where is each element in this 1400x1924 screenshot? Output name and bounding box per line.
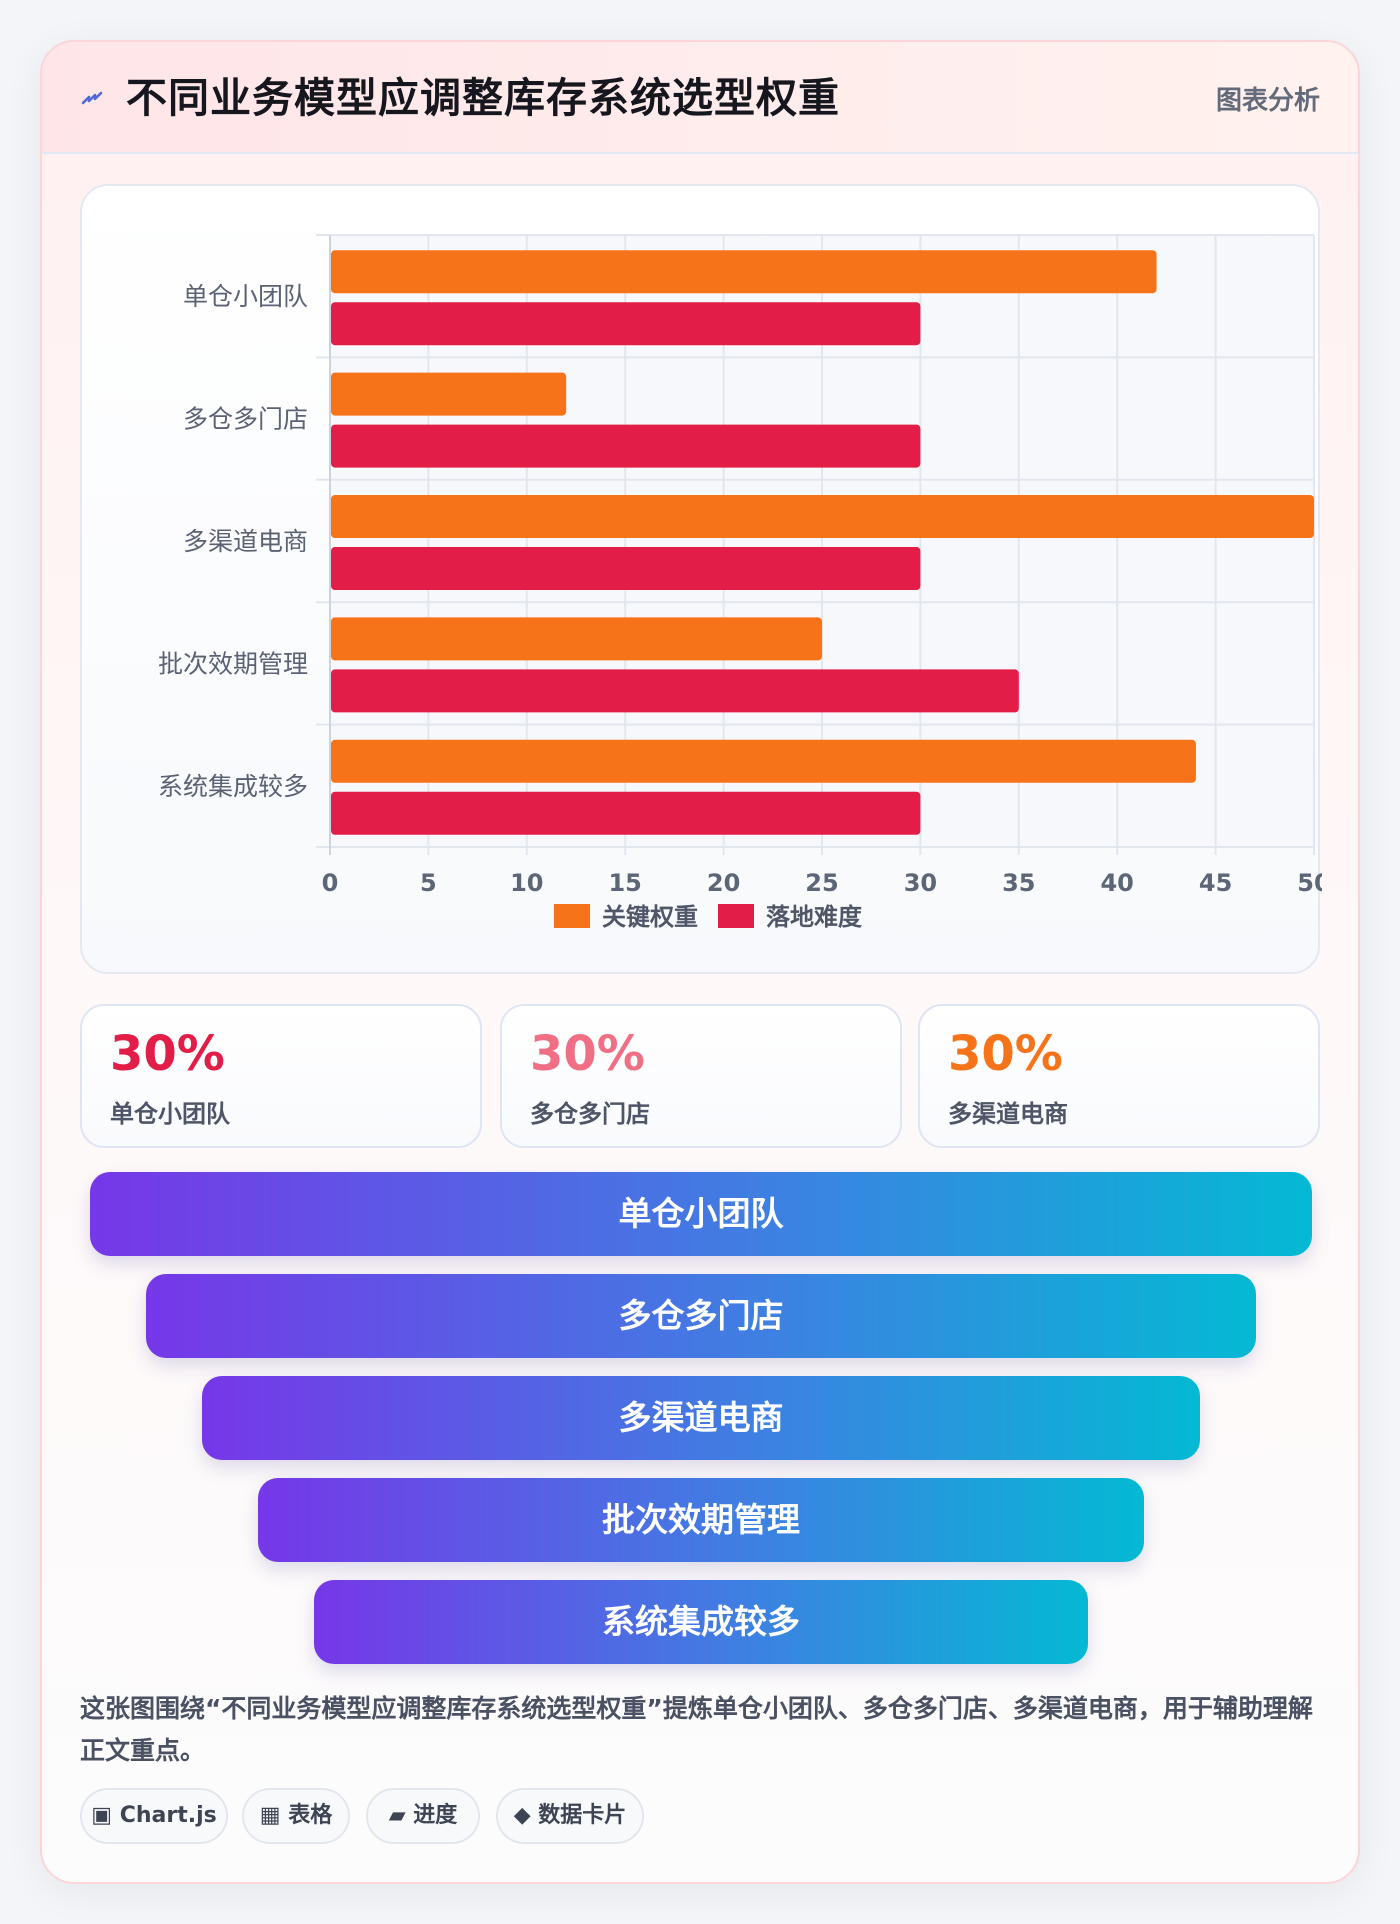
chart-icon: ▣: [91, 1803, 113, 1828]
infographic-card: 不同业务模型应调整库存系统选型权重 图表分析 0 5 10 15 20 25 30 35 40 4…: [40, 40, 1360, 1884]
funnel-step: 多渠道电商: [202, 1376, 1200, 1460]
chip-label: 表格: [288, 1803, 333, 1828]
chip-label: Chart.js: [119, 1803, 217, 1828]
page-title: 不同业务模型应调整库存系统选型权重: [126, 74, 840, 122]
bar: [331, 250, 1157, 294]
x-tick-label: 25: [805, 869, 838, 897]
legend-label: 关键权重: [602, 903, 698, 931]
chip-progress[interactable]: ▰ 进度: [366, 1788, 480, 1844]
lightning-icon: [81, 91, 103, 105]
card-header: 不同业务模型应调整库存系统选型权重 图表分析: [42, 42, 1358, 154]
funnel-step: 多仓多门店: [146, 1274, 1256, 1358]
x-tick-label: 10: [510, 869, 543, 897]
bar: [331, 424, 921, 468]
stat-value: 30%: [948, 1026, 1063, 1082]
y-category-label: 批次效期管理: [158, 649, 308, 678]
stat-label: 多仓多门店: [530, 1100, 650, 1128]
chip-label: 进度: [413, 1803, 458, 1828]
bar-chart-panel: 0 5 10 15 20 25 30 35 40 45 50 单仓小团队多仓多门店多渠道电商批次效期管…: [80, 184, 1322, 974]
legend-label: 落地难度: [766, 903, 863, 931]
x-tick-label: 0: [322, 869, 339, 897]
bar: [331, 739, 1196, 783]
chip-data-card[interactable]: ◆ 数据卡片: [496, 1788, 644, 1844]
legend-swatch: [554, 904, 590, 928]
legend-swatch: [718, 904, 754, 928]
funnel-step: 单仓小团队: [90, 1172, 1312, 1256]
stat-value: 30%: [530, 1026, 645, 1082]
bar: [331, 302, 921, 346]
bar: [331, 669, 1019, 713]
bar: [331, 547, 921, 590]
x-tick-label: 15: [608, 869, 641, 897]
table-icon: ▦: [259, 1803, 281, 1828]
chip-table[interactable]: ▦ 表格: [242, 1788, 350, 1844]
x-tick-label: 20: [707, 869, 740, 897]
chart-analysis-tag: 图表分析: [1215, 86, 1320, 116]
x-tick-label: 35: [1002, 869, 1035, 897]
x-tick-label: 40: [1100, 869, 1133, 897]
chip-label: 数据卡片: [538, 1803, 627, 1828]
stat-card: 30% 单仓小团队: [80, 1004, 482, 1148]
funnel-step: 系统集成较多: [314, 1580, 1088, 1664]
chip-chartjs[interactable]: ▣ Chart.js: [80, 1788, 228, 1844]
stat-label: 多渠道电商: [948, 1100, 1068, 1128]
stat-card: 30% 多渠道电商: [918, 1004, 1320, 1148]
bar: [331, 791, 921, 835]
bar: [331, 495, 1314, 538]
stat-card: 30% 多仓多门店: [500, 1004, 902, 1148]
stat-label: 单仓小团队: [110, 1100, 230, 1128]
funnel-step: 批次效期管理: [258, 1478, 1144, 1562]
y-category-label: 多仓多门店: [183, 405, 308, 434]
bar: [331, 372, 567, 416]
bar-chart: 0 5 10 15 20 25 30 35 40 45 50 单仓小团队多仓多门店多渠道电商批次效期管…: [158, 234, 1322, 931]
description-text: 这张图围绕“不同业务模型应调整库存系统选型权重”提炼单仓小团队、多仓多门店、多渠…: [80, 1694, 1313, 1765]
y-category-label: 多渠道电商: [183, 527, 308, 556]
bar: [331, 617, 822, 661]
y-category-label: 系统集成较多: [158, 772, 308, 801]
x-tick-label: 50: [1297, 869, 1322, 897]
y-category-label: 单仓小团队: [183, 282, 308, 311]
stat-value: 30%: [110, 1026, 225, 1082]
x-tick-label: 45: [1199, 869, 1232, 897]
x-tick-label: 5: [420, 869, 437, 897]
diamond-icon: ◆: [513, 1803, 531, 1828]
progress-icon: ▰: [388, 1803, 406, 1828]
x-tick-label: 30: [904, 869, 937, 897]
